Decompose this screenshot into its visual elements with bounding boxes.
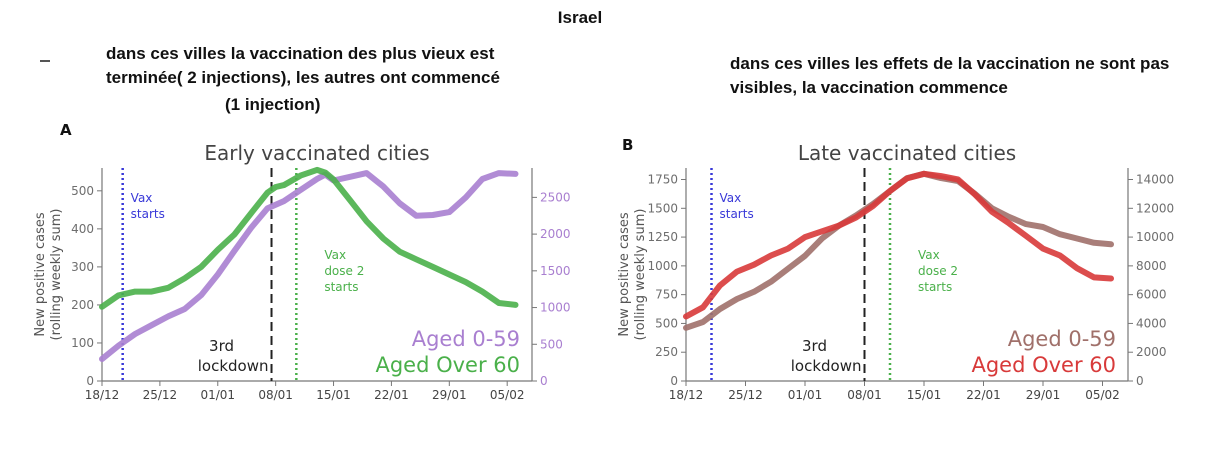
x-tick-label: 29/01 [432,388,467,402]
x-tick-label: 22/01 [374,388,409,402]
x-tick-label: 29/01 [1026,388,1061,402]
note-early-cities-extra: (1 injection) [225,95,321,114]
y-axis-label: (rolling weekly sum) [49,209,64,341]
x-tick-label: 08/01 [847,388,882,402]
y-tick-label-left: 500 [655,316,678,330]
y-tick-label-left: 250 [655,345,678,359]
series-line-aged-over-60 [683,170,1114,320]
y-tick-label-right: 0 [540,374,548,388]
x-tick-label: 05/02 [490,388,525,402]
y-tick-label-left: 500 [71,184,94,198]
x-tick-label: 01/01 [200,388,235,402]
dash-mark [40,60,50,62]
y-tick-label-left: 300 [71,260,94,274]
series-line-aged-over-60 [99,166,519,310]
y-tick-label-right: 1000 [540,301,571,315]
x-tick-label: 05/02 [1085,388,1120,402]
y-tick-label-right: 2000 [1136,345,1167,359]
x-tick-label: 18/12 [669,388,704,402]
vax-start-label: Vax [131,191,153,205]
y-axis-label: New positive cases [33,212,48,336]
y-tick-label-left: 100 [71,336,94,350]
note-early-cities: dans ces villes la vaccination des plus … [106,44,500,87]
series-line-aged-0-59 [99,170,519,362]
vax-dose2-label: dose 2 [324,264,364,278]
lockdown-label: lockdown [791,357,862,375]
vax-start-label: Vax [720,191,742,205]
country-title: Israel [557,8,603,27]
y-tick-label-right: 4000 [1136,316,1167,330]
x-tick-label: 18/12 [85,388,120,402]
panel-label: B [622,136,633,154]
y-tick-label-left: 0 [86,374,94,388]
y-tick-label-right: 10000 [1136,230,1174,244]
y-tick-label-right: 500 [540,337,563,351]
y-tick-label-right: 6000 [1136,288,1167,302]
chart-title: Early vaccinated cities [204,141,429,165]
vax-start-label: starts [131,207,165,221]
y-tick-label-left: 0 [670,374,678,388]
vax-dose2-label: dose 2 [918,264,958,278]
legend-aged-over-60: Aged Over 60 [971,353,1116,377]
lockdown-label: 3rd [209,337,234,355]
legend-aged-over-60: Aged Over 60 [375,353,520,377]
y-tick-label-left: 750 [655,288,678,302]
panel-label: A [60,121,72,139]
y-tick-label-right: 0 [1136,374,1144,388]
x-tick-label: 08/01 [258,388,293,402]
y-tick-label-left: 200 [71,298,94,312]
y-tick-label-left: 1000 [647,259,678,273]
x-tick-label: 25/12 [143,388,178,402]
y-axis-label: New positive cases [617,212,632,336]
legend-aged-0-59: Aged 0-59 [412,327,520,351]
vax-dose2-label: Vax [918,248,940,262]
y-axis-label: (rolling weekly sum) [633,209,648,341]
lockdown-label: 3rd [802,337,827,355]
x-tick-label: 25/12 [728,388,763,402]
x-tick-label: 01/01 [788,388,823,402]
y-tick-label-left: 1750 [647,173,678,187]
y-tick-label-left: 1500 [647,201,678,215]
y-tick-label-right: 12000 [1136,201,1174,215]
legend-aged-0-59: Aged 0-59 [1008,327,1116,351]
note-late-cities: dans ces villes les effets de la vaccina… [730,54,1170,97]
x-tick-label: 15/01 [316,388,351,402]
vax-dose2-label: Vax [324,248,346,262]
y-tick-label-right: 8000 [1136,259,1167,273]
y-tick-label-right: 2500 [540,190,571,204]
y-tick-label-right: 14000 [1136,173,1174,187]
y-tick-label-right: 1500 [540,264,571,278]
vax-dose2-label: starts [918,280,952,294]
vax-start-label: starts [720,207,754,221]
x-tick-label: 22/01 [966,388,1001,402]
y-tick-label-left: 400 [71,222,94,236]
y-tick-label-left: 1250 [647,230,678,244]
chart-title: Late vaccinated cities [798,141,1016,165]
vax-dose2-label: starts [324,280,358,294]
y-tick-label-right: 2000 [540,227,571,241]
x-tick-label: 15/01 [907,388,942,402]
lockdown-label: lockdown [198,357,269,375]
